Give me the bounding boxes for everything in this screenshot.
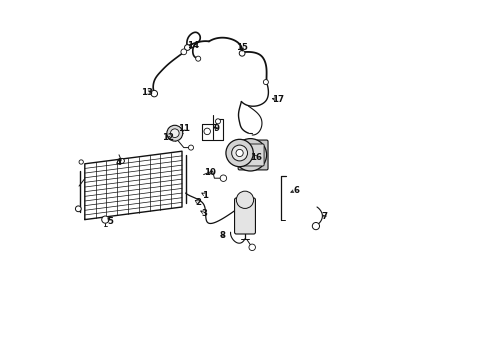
Text: 11: 11: [178, 125, 190, 134]
Text: 4: 4: [115, 158, 122, 167]
Circle shape: [75, 206, 81, 212]
Circle shape: [249, 244, 255, 251]
Text: 10: 10: [204, 168, 216, 177]
Text: 13: 13: [141, 89, 153, 98]
Text: 8: 8: [220, 231, 225, 240]
FancyBboxPatch shape: [242, 144, 264, 166]
Circle shape: [185, 45, 190, 50]
Circle shape: [220, 175, 227, 181]
Circle shape: [263, 80, 269, 85]
Circle shape: [204, 128, 210, 135]
Text: 17: 17: [271, 95, 284, 104]
Circle shape: [312, 222, 319, 230]
Circle shape: [102, 216, 109, 223]
Text: 16: 16: [250, 153, 263, 162]
Circle shape: [239, 50, 245, 56]
Circle shape: [234, 139, 267, 171]
Text: 1: 1: [202, 191, 208, 199]
Text: 6: 6: [293, 186, 299, 195]
Text: 5: 5: [107, 217, 113, 226]
FancyBboxPatch shape: [235, 198, 255, 234]
Text: 7: 7: [322, 212, 328, 221]
Text: 15: 15: [236, 44, 248, 53]
Circle shape: [236, 149, 243, 157]
Circle shape: [216, 119, 220, 124]
Circle shape: [167, 125, 183, 141]
Circle shape: [240, 145, 261, 165]
Circle shape: [226, 139, 253, 167]
Circle shape: [196, 56, 201, 61]
Circle shape: [151, 90, 157, 97]
Text: 3: 3: [202, 209, 208, 217]
Text: 9: 9: [214, 125, 220, 134]
Circle shape: [232, 145, 247, 161]
Text: 12: 12: [162, 134, 173, 143]
Circle shape: [120, 158, 124, 163]
Text: 14: 14: [187, 41, 199, 50]
Circle shape: [171, 129, 179, 138]
Circle shape: [79, 160, 83, 164]
Text: 2: 2: [195, 198, 201, 207]
Circle shape: [236, 191, 254, 208]
Circle shape: [189, 145, 194, 150]
FancyBboxPatch shape: [238, 140, 268, 170]
Circle shape: [181, 49, 187, 55]
